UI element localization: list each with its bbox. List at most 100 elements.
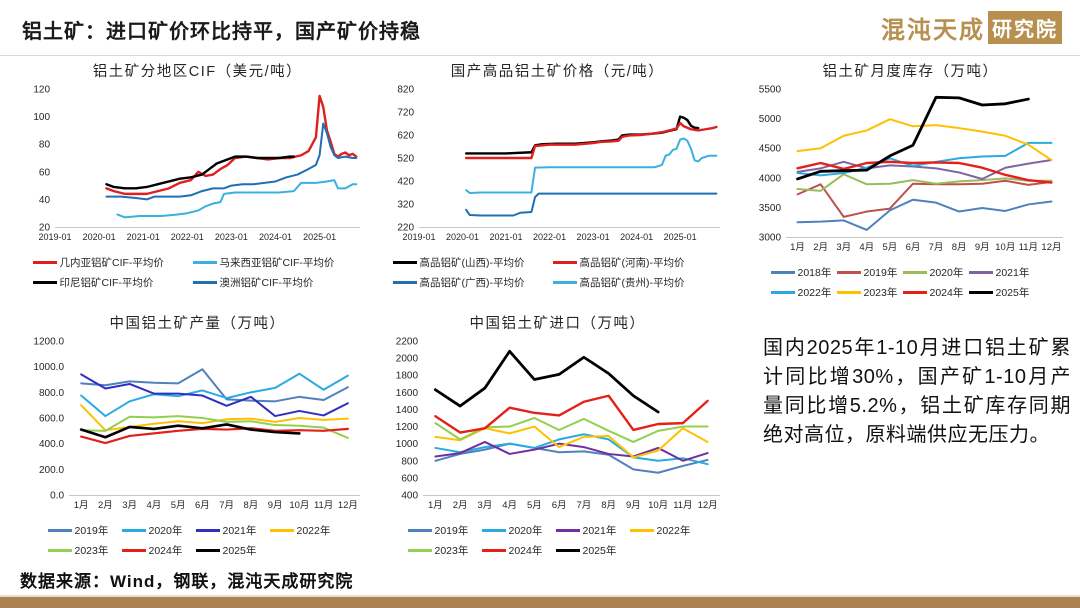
legend-label: 2022年 <box>296 525 331 537</box>
chart-legend: 几内亚铝矿CIF-平均价 马来西亚铝矿CIF-平均价印尼铝矿CIF-平均价 澳洲铝矿… <box>32 255 363 295</box>
legend-swatch <box>407 549 432 552</box>
legend-swatch <box>47 529 72 532</box>
legend-label: 2025年 <box>995 287 1030 299</box>
legend-swatch <box>392 281 417 284</box>
data-source-note: 数据来源：Wind，钢联，混沌天成研究院 <box>20 572 354 591</box>
legend-label: 高品铝矿(广西)-平均价 <box>419 277 525 289</box>
legend-item: 2022年 <box>770 285 837 300</box>
legend-item: 2019年 <box>836 265 903 280</box>
legend-item: 2021年 <box>195 523 270 538</box>
chart-legend: 2019年 2020年 2021年 2022年 2023年 2024年 2025年 <box>407 523 708 563</box>
legend-label: 2025年 <box>582 545 617 557</box>
legend-item: 2019年 <box>407 523 482 538</box>
legend-label: 2024年 <box>929 287 964 299</box>
legend-item: 2023年 <box>47 543 122 558</box>
legend-label: 高品铝矿(河南)-平均价 <box>579 257 685 269</box>
legend-swatch <box>836 291 861 294</box>
legend-item: 2023年 <box>407 543 482 558</box>
legend-swatch <box>902 291 927 294</box>
logo-badge: 研究院 <box>988 11 1062 44</box>
chart-legend: 高品铝矿(山西)-平均价 高品铝矿(河南)-平均价高品铝矿(广西)-平均价 高品铝矿… <box>392 255 723 295</box>
monthly-inventory-chart-canvas <box>748 82 1073 254</box>
legend-label: 高品铝矿(山西)-平均价 <box>419 257 525 269</box>
page-title: 铝土矿：进口矿价环比持平，国产矿价持稳 <box>22 21 421 43</box>
legend-item: 印尼铝矿CIF-平均价 <box>32 275 193 290</box>
legend-item: 2023年 <box>836 285 903 300</box>
legend-item: 2018年 <box>770 265 837 280</box>
legend-item: 澳洲铝矿CIF-平均价 <box>192 275 353 290</box>
legend-swatch <box>552 261 577 264</box>
legend-item: 2022年 <box>269 523 344 538</box>
legend-label: 澳洲铝矿CIF-平均价 <box>219 277 314 289</box>
legend-label: 2025年 <box>222 545 257 557</box>
china-imports-chart-canvas <box>385 334 730 512</box>
legend-label: 2023年 <box>74 545 109 557</box>
chart-title: 中国铝土矿产量（万吨） <box>109 316 286 332</box>
legend-label: 2021年 <box>222 525 257 537</box>
legend-swatch <box>555 529 580 532</box>
legend-swatch <box>195 529 220 532</box>
legend-swatch <box>195 549 220 552</box>
logo-wordmark: 混沌天成 <box>881 18 985 44</box>
china-output-chart-canvas <box>25 334 370 512</box>
legend-item: 高品铝矿(河南)-平均价 <box>552 255 713 270</box>
legend-label: 高品铝矿(贵州)-平均价 <box>579 277 685 289</box>
legend-swatch <box>32 261 57 264</box>
bottom-accent-bar <box>0 595 1080 608</box>
legend-swatch <box>555 549 580 552</box>
legend-swatch <box>968 271 993 274</box>
legend-label: 2024年 <box>148 545 183 557</box>
legend-swatch <box>770 291 795 294</box>
legend-label: 2019年 <box>434 525 469 537</box>
legend-label: 2019年 <box>863 267 898 279</box>
legend-swatch <box>770 271 795 274</box>
legend-swatch <box>121 529 146 532</box>
legend-label: 2022年 <box>656 525 691 537</box>
legend-label: 马来西亚铝矿CIF-平均价 <box>219 257 335 269</box>
company-logo: 混沌天成 研究院 <box>881 10 1062 45</box>
chart-title: 国产高品铝土矿价格（元/吨） <box>450 64 665 80</box>
legend-label: 2019年 <box>74 525 109 537</box>
legend-swatch <box>481 549 506 552</box>
legend-item: 高品铝矿(山西)-平均价 <box>392 255 553 270</box>
legend-item: 2025年 <box>195 543 270 558</box>
legend-item: 2024年 <box>121 543 196 558</box>
legend-item: 2020年 <box>902 265 969 280</box>
domestic-price-chart-canvas <box>385 82 730 244</box>
legend-item: 2024年 <box>481 543 556 558</box>
legend-swatch <box>32 281 57 284</box>
legend-label: 2024年 <box>508 545 543 557</box>
legend-label: 2020年 <box>508 525 543 537</box>
legend-item: 2021年 <box>555 523 630 538</box>
chart-title: 中国铝土矿进口（万吨） <box>469 316 646 332</box>
legend-swatch <box>47 549 72 552</box>
chart-title: 铝土矿分地区CIF（美元/吨） <box>92 64 303 80</box>
legend-swatch <box>836 271 861 274</box>
chart-china-output: 中国铝土矿产量（万吨） 2019年 2020年 2021年 2022年 2023年 202… <box>25 312 370 563</box>
legend-item: 马来西亚铝矿CIF-平均价 <box>192 255 353 270</box>
legend-label: 2018年 <box>797 267 832 279</box>
legend-item: 几内亚铝矿CIF-平均价 <box>32 255 193 270</box>
chart-legend: 2019年 2020年 2021年 2022年 2023年 2024年 2025年 <box>47 523 348 563</box>
chart-monthly-inventory: 铝土矿月度库存（万吨） 2018年 2019年 2020年 2021年 2022年 202… <box>748 60 1073 305</box>
chart-legend: 2018年 2019年 2020年 2021年 2022年 2023年 2024年 2025年 <box>770 265 1051 305</box>
legend-swatch <box>392 261 417 264</box>
chart-china-imports: 中国铝土矿进口（万吨） 2019年 2020年 2021年 2022年 2023年 202… <box>385 312 730 563</box>
legend-label: 几内亚铝矿CIF-平均价 <box>59 257 164 269</box>
legend-swatch <box>407 529 432 532</box>
legend-item: 2025年 <box>555 543 630 558</box>
legend-item: 2024年 <box>902 285 969 300</box>
legend-item: 高品铝矿(贵州)-平均价 <box>552 275 713 290</box>
chart-domestic-price: 国产高品铝土矿价格（元/吨） 高品铝矿(山西)-平均价 高品铝矿(河南)-平均价高… <box>385 60 730 295</box>
chart-title: 铝土矿月度库存（万吨） <box>822 64 999 80</box>
legend-label: 2023年 <box>863 287 898 299</box>
legend-label: 印尼铝矿CIF-平均价 <box>59 277 154 289</box>
legend-swatch <box>481 529 506 532</box>
legend-item: 2020年 <box>121 523 196 538</box>
legend-item: 2022年 <box>629 523 704 538</box>
legend-item: 2020年 <box>481 523 556 538</box>
legend-label: 2021年 <box>582 525 617 537</box>
commentary-text: 国内2025年1-10月进口铝土矿累计同比增30%，国产矿1-10月产量同比增5… <box>763 337 1071 446</box>
legend-label: 2020年 <box>929 267 964 279</box>
